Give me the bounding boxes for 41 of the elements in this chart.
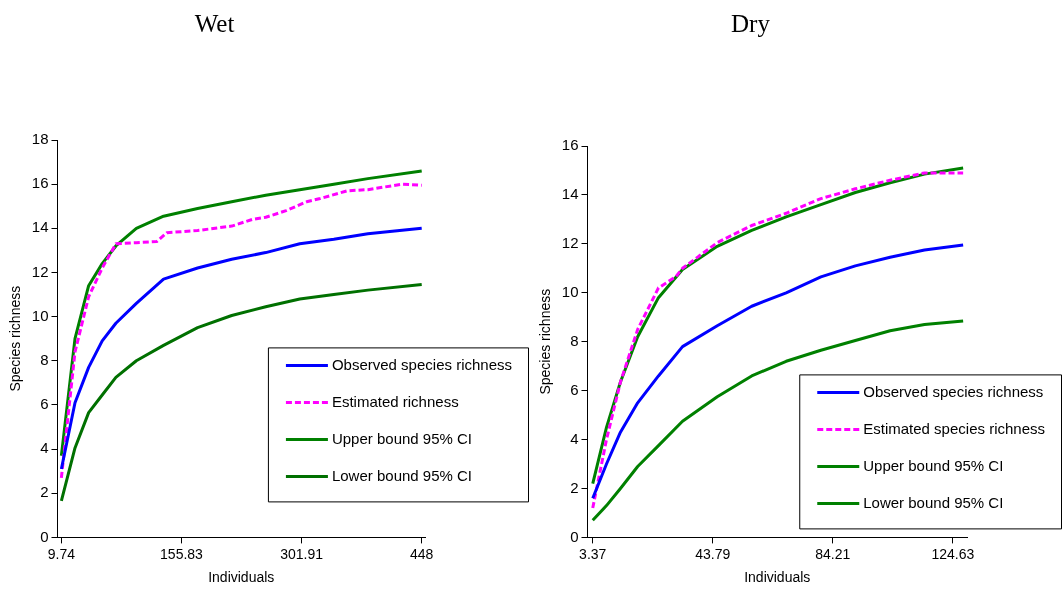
y-tick-label: 18 [31,130,49,148]
legend-label: Upper bound 95% CI [331,429,473,447]
y-tick-label: 2 [570,478,579,496]
x-tick-label: 448 [410,545,434,562]
legend-label: Observed species richness [331,355,513,373]
y-tick-label: 16 [561,136,579,154]
y-tick-label: 8 [570,331,579,349]
y-tick-label: 16 [31,174,49,192]
y-tick-label: 12 [31,262,49,280]
y-tick-label: 0 [570,527,579,545]
x-tick-label: 9.74 [47,545,76,562]
y-tick-label: 14 [561,185,579,203]
chart-title: Wet [194,9,235,37]
y-tick-label: 6 [40,395,49,413]
y-axis-title: Species richness [537,288,554,395]
legend-label: Upper bound 95% CI [863,456,1004,474]
y-axis-title: Species richness [7,285,24,392]
legend-label: Observed species richness [863,382,1044,400]
y-tick-label: 2 [40,483,49,501]
legend-label: Lower bound 95% CI [863,493,1004,511]
chart-title: Dry [731,9,771,37]
x-axis-title: Individuals [744,569,811,586]
y-tick-label: 10 [561,282,579,300]
legend-label: Estimated richness [331,392,459,410]
x-axis-title: Individuals [208,569,275,586]
x-tick-label: 3.37 [579,545,607,562]
y-tick-label: 4 [570,429,579,447]
legend-label: Estimated species richness [863,419,1046,437]
x-tick-label: 43.79 [695,545,731,562]
y-tick-label: 10 [31,306,49,324]
x-tick-label: 84.21 [815,545,851,562]
legend-label: Lower bound 95% CI [331,466,473,484]
x-tick-label: 155.83 [160,545,204,562]
y-tick-label: 6 [570,380,579,398]
x-tick-label: 124.63 [931,545,975,562]
y-tick-label: 14 [31,218,49,236]
y-tick-label: 4 [40,439,49,457]
y-tick-label: 8 [40,350,49,368]
x-tick-label: 301.91 [280,545,324,562]
y-tick-label: 12 [561,233,579,251]
y-tick-label: 0 [40,527,49,545]
